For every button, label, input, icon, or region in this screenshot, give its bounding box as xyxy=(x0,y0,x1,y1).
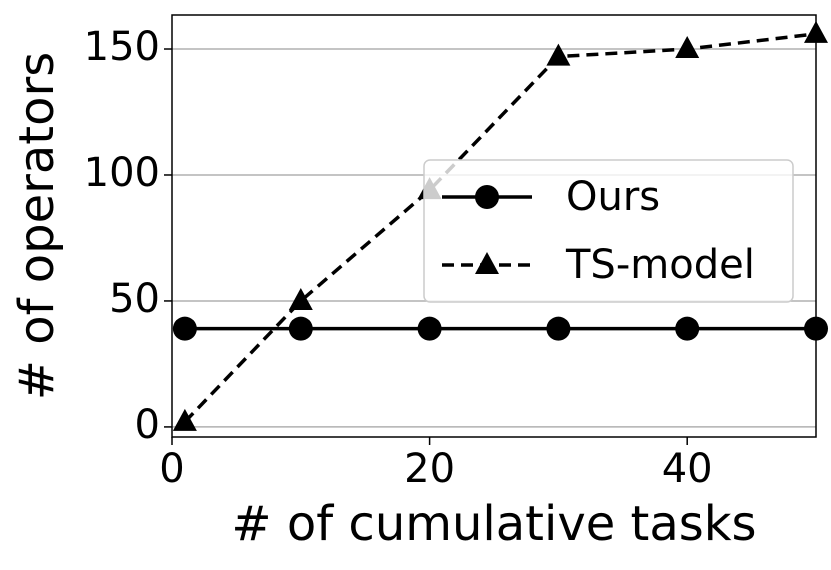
marker xyxy=(417,316,442,341)
marker xyxy=(288,316,313,341)
legend-label: Ours xyxy=(566,174,660,220)
marker xyxy=(288,287,313,310)
legend-marker xyxy=(475,185,499,209)
y-tick-label: 100 xyxy=(84,150,160,196)
y-axis-label: # of operators xyxy=(9,52,65,400)
marker xyxy=(546,316,571,341)
x-tick-label: 0 xyxy=(159,446,184,492)
legend-label: TS-model xyxy=(565,242,755,288)
y-tick-label: 0 xyxy=(135,402,160,448)
y-tick-label: 150 xyxy=(84,24,160,70)
x-axis-label: # of cumulative tasks xyxy=(231,496,756,552)
x-tick-label: 40 xyxy=(662,446,713,492)
marker xyxy=(675,316,700,341)
marker xyxy=(172,316,197,341)
legend-marker xyxy=(475,252,499,274)
x-tick-label: 20 xyxy=(404,446,455,492)
plot-frame xyxy=(171,14,817,438)
marker xyxy=(546,43,571,66)
marker xyxy=(172,408,197,431)
marker xyxy=(675,36,700,59)
y-tick-label: 50 xyxy=(109,276,160,322)
legend: Ours TS-model xyxy=(423,159,794,303)
series-line xyxy=(183,32,817,424)
